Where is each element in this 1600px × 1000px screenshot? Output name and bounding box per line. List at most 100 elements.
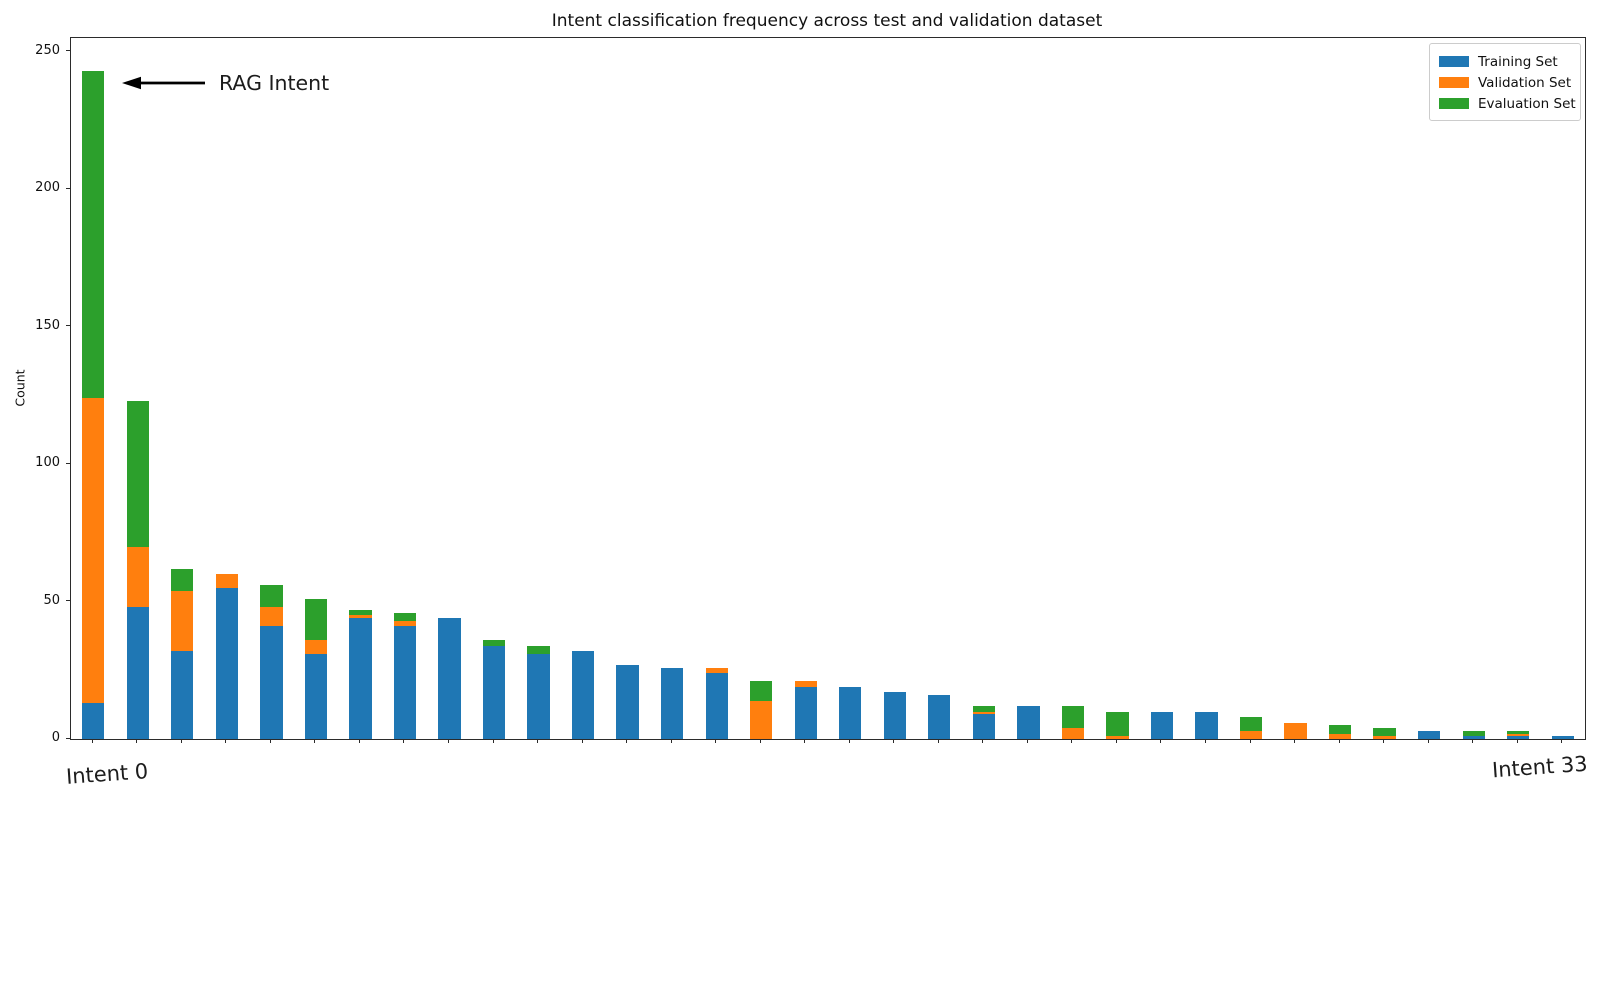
- bar-intent-11-training-set: [571, 651, 595, 739]
- x-tickmark: [1249, 739, 1251, 743]
- legend-swatch-icon: [1439, 77, 1469, 88]
- bar-intent-15-evaluation-set: [750, 681, 773, 701]
- legend-swatch-icon: [1439, 56, 1469, 67]
- bar-intent-6-training-set: [349, 618, 372, 739]
- x-tickmark: [403, 739, 405, 743]
- x-tickmark: [848, 739, 850, 743]
- y-tick-label: 200: [35, 180, 60, 196]
- bar-intent-1-evaluation-set: [126, 400, 149, 547]
- legend-item-evaluation-set: Evaluation Set: [1430, 93, 1580, 114]
- bar-intent-19-training-set: [928, 695, 951, 739]
- bar-intent-1-training-set: [126, 607, 149, 739]
- bar-intent-23-validation-set: [1106, 736, 1129, 739]
- bar-intent-0-evaluation-set: [82, 71, 105, 399]
- x-tickmark: [581, 739, 583, 743]
- legend-item-validation-set: Validation Set: [1430, 72, 1580, 93]
- bar-intent-26-evaluation-set: [1239, 717, 1263, 731]
- bar-intent-13-training-set: [660, 667, 684, 739]
- plot-area: RAG Intent Training Set Validation Set Eva…: [70, 37, 1586, 740]
- rag-intent-arrow-icon: [122, 76, 205, 90]
- bar-intent-16-training-set: [794, 686, 817, 739]
- x-tickmark: [180, 739, 182, 743]
- legend-item-label: Training Set: [1478, 53, 1558, 70]
- bar-intent-31-evaluation-set: [1462, 730, 1485, 737]
- y-tickmark: [66, 50, 70, 52]
- bar-intent-14-training-set: [705, 673, 728, 739]
- bar-intent-5-evaluation-set: [304, 598, 328, 641]
- bar-intent-1-validation-set: [126, 546, 149, 608]
- x-tickmark: [225, 739, 227, 743]
- bar-intent-7-evaluation-set: [393, 612, 417, 621]
- x-tickmark: [1115, 739, 1117, 743]
- x-tickmark: [1427, 739, 1429, 743]
- y-tick-label: 150: [35, 317, 60, 333]
- bar-intent-8-training-set: [438, 618, 461, 739]
- x-tickmark: [537, 739, 539, 743]
- x-tickmark: [893, 739, 895, 743]
- bar-intent-23-evaluation-set: [1106, 711, 1129, 737]
- bar-intent-28-evaluation-set: [1328, 725, 1352, 734]
- bar-intent-2-validation-set: [171, 590, 194, 652]
- legend-swatch-icon: [1439, 98, 1469, 109]
- bar-intent-5-training-set: [304, 653, 328, 739]
- x-tickmark: [1294, 739, 1296, 743]
- bar-intent-18-training-set: [883, 692, 906, 739]
- x-tickmark: [1160, 739, 1162, 743]
- bar-intent-10-training-set: [527, 653, 550, 739]
- y-tickmark: [66, 325, 70, 327]
- bar-intent-3-validation-set: [215, 574, 238, 588]
- x-tickmark: [982, 739, 984, 743]
- bar-intent-30-training-set: [1417, 730, 1441, 739]
- x-tickmark: [1071, 739, 1073, 743]
- bar-intent-17-training-set: [839, 686, 862, 739]
- x-tickmark: [1383, 739, 1385, 743]
- y-tickmark: [66, 187, 70, 189]
- bar-intent-7-validation-set: [393, 620, 417, 627]
- bar-intent-0-validation-set: [82, 398, 105, 704]
- x-tickmark: [448, 739, 449, 743]
- x-tickmark: [358, 739, 360, 743]
- y-tickmark: [66, 600, 70, 602]
- x-tickmark: [804, 739, 806, 743]
- legend: Training Set Validation Set Evaluation Set: [1429, 43, 1581, 121]
- x-tickmark: [1205, 739, 1206, 743]
- bar-intent-33-training-set: [1551, 736, 1574, 739]
- x-tickmark: [1026, 739, 1028, 743]
- bar-intent-4-validation-set: [260, 607, 283, 627]
- bar-intent-5-validation-set: [304, 640, 328, 654]
- bar-intent-20-validation-set: [972, 711, 995, 715]
- bar-intent-21-training-set: [1017, 706, 1040, 739]
- legend-item-label: Evaluation Set: [1478, 95, 1576, 112]
- x-tickmark: [1472, 739, 1474, 743]
- x-tickmark: [1561, 739, 1563, 743]
- bar-intent-10-evaluation-set: [527, 645, 550, 654]
- bar-intent-3-training-set: [215, 587, 238, 739]
- bar-intent-24-training-set: [1150, 711, 1174, 739]
- x-tickmark: [937, 739, 939, 743]
- y-tickmark: [66, 737, 70, 739]
- legend-item-label: Validation Set: [1478, 74, 1572, 91]
- bar-intent-32-training-set: [1507, 736, 1530, 739]
- bar-intent-22-evaluation-set: [1061, 706, 1085, 729]
- bar-intent-4-training-set: [260, 626, 283, 739]
- bar-intent-16-validation-set: [794, 681, 817, 687]
- x-tickmark: [759, 739, 761, 743]
- bar-intent-15-validation-set: [750, 700, 773, 739]
- x-tickmark: [715, 739, 717, 743]
- bar-intent-20-evaluation-set: [972, 706, 995, 712]
- bar-intent-12-training-set: [616, 664, 639, 739]
- x-tickmark: [1338, 739, 1340, 743]
- bar-intent-4-evaluation-set: [260, 585, 283, 608]
- y-tick-label: 100: [35, 455, 60, 471]
- x-axis-label-intent-0: Intent 0: [65, 759, 149, 789]
- bar-intent-14-validation-set: [705, 667, 728, 674]
- bar-intent-7-training-set: [393, 626, 417, 739]
- bar-intent-27-validation-set: [1284, 722, 1307, 739]
- bar-intent-20-training-set: [972, 714, 995, 739]
- bar-intent-32-validation-set: [1507, 733, 1530, 737]
- bar-intent-29-evaluation-set: [1373, 728, 1396, 737]
- bar-intent-9-training-set: [482, 645, 506, 739]
- bar-intent-9-evaluation-set: [482, 640, 506, 646]
- bar-intent-25-training-set: [1195, 711, 1218, 739]
